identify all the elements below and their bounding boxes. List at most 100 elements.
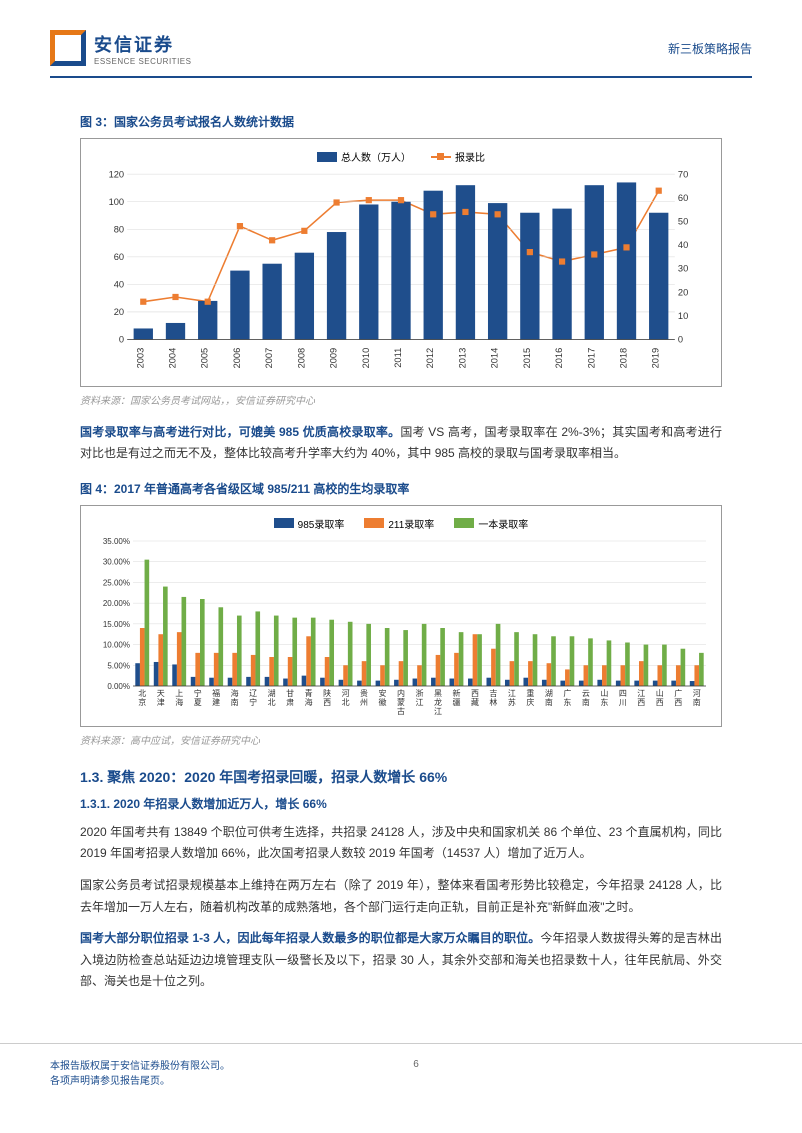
svg-text:25.00%: 25.00% (103, 578, 130, 587)
svg-text:川: 川 (619, 698, 627, 707)
svg-text:5.00%: 5.00% (107, 661, 130, 670)
fig4-svg: 0.00%5.00%10.00%15.00%20.00%25.00%30.00%… (91, 536, 711, 716)
svg-text:肃: 肃 (286, 697, 294, 707)
svg-text:江: 江 (508, 689, 516, 698)
svg-text:新: 新 (452, 688, 460, 698)
svg-text:2019: 2019 (651, 348, 661, 369)
svg-text:40: 40 (678, 240, 688, 250)
svg-text:2013: 2013 (457, 348, 467, 369)
svg-text:湖: 湖 (545, 689, 553, 698)
footer-line2: 各项声明请参见报告尾页。 (50, 1074, 230, 1089)
logo: 安信证券 ESSENCE SECURITIES (50, 30, 191, 66)
fig4-title: 图 4：2017 年普通高考各省级区域 985/211 高校的生均录取率 (80, 480, 722, 497)
svg-text:海: 海 (175, 697, 183, 707)
logo-icon (50, 30, 86, 66)
svg-text:50: 50 (678, 217, 688, 227)
svg-text:60: 60 (678, 193, 688, 203)
svg-text:广: 广 (674, 688, 682, 698)
fig4-chart: 985录取率 211录取率 一本录取率 0.00% 5.00% 10.00% 15.0… (80, 505, 722, 727)
svg-text:20.00%: 20.00% (103, 599, 130, 608)
svg-text:70: 70 (678, 169, 688, 179)
svg-text:35.00%: 35.00% (103, 537, 130, 546)
svg-text:30: 30 (678, 264, 688, 274)
svg-text:0: 0 (678, 335, 683, 345)
para-1: 国考录取率与高考进行对比，可媲美 985 优质高校录取率。国考 VS 高考，国考… (80, 422, 722, 465)
fig4-source: 资料来源：高中应试，安信证券研究中心 (80, 732, 722, 747)
svg-text:10: 10 (678, 311, 688, 321)
svg-text:20: 20 (678, 287, 688, 297)
svg-text:州: 州 (360, 698, 368, 707)
svg-text:西: 西 (471, 689, 479, 698)
svg-text:100: 100 (109, 197, 125, 207)
footer-line1: 本报告版权属于安信证券股份有限公司。 (50, 1059, 230, 1074)
svg-text:山: 山 (600, 688, 608, 698)
svg-text:青: 青 (305, 688, 313, 698)
page-number: 6 (230, 1059, 602, 1070)
fig3-legend-line: 报录比 (455, 149, 485, 164)
svg-text:2004: 2004 (168, 348, 178, 369)
svg-text:庆: 庆 (526, 697, 534, 707)
svg-text:徽: 徽 (379, 697, 387, 707)
svg-text:宁: 宁 (194, 688, 202, 698)
svg-text:2008: 2008 (296, 348, 306, 369)
svg-text:2016: 2016 (554, 348, 564, 369)
logo-cn: 安信证券 (94, 31, 191, 57)
svg-text:建: 建 (212, 697, 220, 707)
page-header: 安信证券 ESSENCE SECURITIES 新三板策略报告 (0, 0, 802, 76)
svg-text:0.00%: 0.00% (107, 682, 130, 691)
svg-text:2018: 2018 (618, 348, 628, 369)
svg-text:南: 南 (582, 697, 590, 707)
svg-text:津: 津 (157, 697, 165, 707)
svg-text:西: 西 (637, 698, 645, 707)
svg-text:黑: 黑 (434, 689, 442, 698)
svg-text:20: 20 (114, 307, 124, 317)
svg-text:北: 北 (342, 698, 350, 707)
fig3-title: 图 3：国家公务员考试报名人数统计数据 (80, 113, 722, 130)
svg-text:京: 京 (138, 697, 146, 707)
svg-text:南: 南 (231, 697, 239, 707)
fig4-legend-211: 211录取率 (388, 516, 434, 531)
svg-text:疆: 疆 (452, 698, 460, 707)
svg-text:湖: 湖 (268, 689, 276, 698)
svg-text:上: 上 (175, 689, 183, 698)
svg-text:云: 云 (582, 689, 590, 698)
svg-text:2006: 2006 (232, 348, 242, 369)
section-p3: 国考大部分职位招录 1-3 人，因此每年招录人数最多的职位都是大家万众瞩目的职位… (80, 928, 722, 993)
svg-text:重: 重 (526, 688, 534, 698)
logo-en: ESSENCE SECURITIES (94, 57, 191, 66)
svg-text:四: 四 (619, 689, 627, 698)
section-p1: 2020 年国考共有 13849 个职位可供考生选择，共招录 24128 人，涉… (80, 822, 722, 865)
svg-text:陕: 陕 (323, 688, 331, 698)
svg-text:西: 西 (323, 698, 331, 707)
svg-text:2007: 2007 (264, 348, 274, 369)
svg-text:江: 江 (416, 698, 424, 707)
section-1-3-title: 1.3. 聚焦 2020：2020 年国考招录回暖，招录人数增长 66% (80, 767, 722, 787)
svg-text:60: 60 (114, 252, 124, 262)
svg-text:2012: 2012 (425, 348, 435, 369)
svg-text:江: 江 (434, 707, 442, 716)
svg-text:辽: 辽 (249, 689, 257, 698)
svg-text:海: 海 (305, 697, 313, 707)
page-footer: 本报告版权属于安信证券股份有限公司。 各项声明请参见报告尾页。 6 (0, 1043, 802, 1104)
svg-text:15.00%: 15.00% (103, 620, 130, 629)
para1-lead: 国考录取率与高考进行对比，可媲美 985 优质高校录取率。 (80, 425, 400, 439)
svg-text:西: 西 (674, 698, 682, 707)
svg-text:吉: 吉 (489, 689, 497, 698)
svg-text:山: 山 (656, 688, 664, 698)
fig4-legend-985: 985录取率 (298, 516, 345, 531)
svg-text:广: 广 (563, 688, 571, 698)
fig3-source: 资料来源：国家公务员考试网站，，安信证券研究中心 (80, 392, 722, 407)
fig4-legend-1: 一本录取率 (478, 516, 528, 531)
svg-text:苏: 苏 (508, 697, 516, 707)
svg-text:北: 北 (138, 689, 146, 698)
svg-text:10.00%: 10.00% (103, 640, 130, 649)
svg-text:蒙: 蒙 (397, 697, 405, 707)
doc-type: 新三板策略报告 (668, 40, 752, 57)
svg-text:2005: 2005 (200, 348, 210, 369)
svg-text:西: 西 (656, 698, 664, 707)
svg-text:内: 内 (397, 688, 405, 698)
svg-text:藏: 藏 (471, 697, 479, 707)
svg-text:贵: 贵 (360, 688, 368, 698)
fig3-legend: 总人数（万人） 报录比 (91, 149, 711, 164)
svg-text:浙: 浙 (416, 688, 424, 698)
